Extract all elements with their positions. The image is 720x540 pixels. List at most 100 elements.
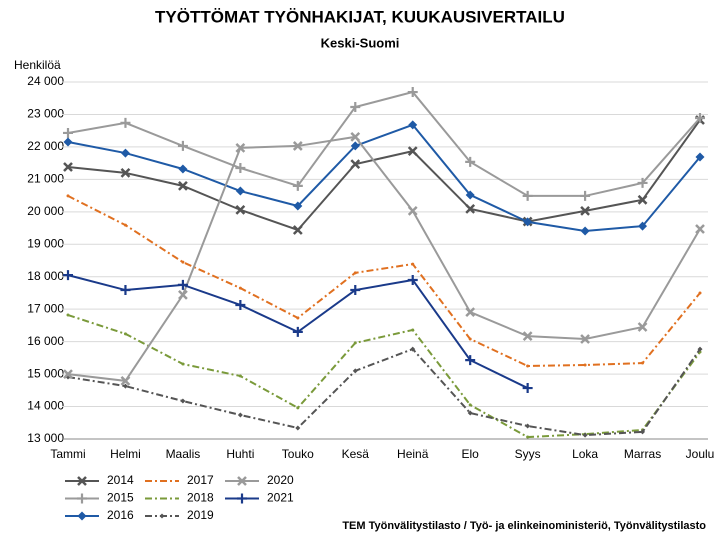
marker bbox=[63, 369, 73, 379]
marker bbox=[582, 432, 588, 438]
series-line bbox=[67, 314, 701, 439]
marker bbox=[637, 177, 648, 188]
marker bbox=[350, 141, 360, 151]
x-tick-label: Huhti bbox=[226, 447, 254, 461]
marker bbox=[695, 152, 705, 162]
series-line bbox=[67, 123, 701, 232]
marker bbox=[177, 279, 188, 290]
marker bbox=[353, 271, 357, 275]
marker bbox=[350, 159, 361, 169]
marker bbox=[237, 412, 243, 418]
legend-item: 2019 bbox=[145, 508, 214, 522]
marker bbox=[238, 374, 242, 378]
marker bbox=[120, 376, 131, 386]
marker bbox=[580, 190, 591, 201]
legend-label: 2014 bbox=[107, 473, 134, 487]
legend-marker bbox=[159, 513, 165, 519]
marker bbox=[580, 334, 590, 344]
marker bbox=[525, 423, 531, 429]
series bbox=[63, 87, 705, 201]
marker bbox=[523, 217, 533, 227]
y-tick-label: 22 000 bbox=[27, 139, 64, 153]
marker bbox=[465, 156, 476, 167]
x-tick-label: Helmi bbox=[110, 447, 141, 461]
marker bbox=[296, 316, 300, 320]
marker bbox=[522, 383, 533, 394]
marker bbox=[235, 299, 246, 310]
series bbox=[63, 270, 533, 394]
series bbox=[63, 120, 705, 236]
marker bbox=[465, 204, 476, 214]
marker bbox=[465, 355, 476, 366]
legend-label: 2021 bbox=[267, 491, 294, 505]
marker bbox=[178, 164, 188, 174]
legend-item: 2021 bbox=[225, 491, 294, 505]
chart-title: TYÖTTÖMAT TYÖNHAKIJAT, KUUKAUSIVERTAILU bbox=[155, 7, 565, 26]
chart-subtitle: Keski-Suomi bbox=[321, 35, 400, 50]
legend-label: 2015 bbox=[107, 491, 134, 505]
series bbox=[66, 313, 702, 439]
marker bbox=[178, 290, 188, 300]
y-axis-label: Henkilöä bbox=[14, 58, 61, 72]
y-tick-label: 24 000 bbox=[27, 74, 64, 88]
y-tick-label: 15 000 bbox=[27, 366, 64, 380]
legend-marker bbox=[77, 493, 87, 504]
legend-label: 2017 bbox=[187, 473, 214, 487]
marker bbox=[640, 429, 646, 435]
legend-label: 2016 bbox=[107, 508, 134, 522]
x-tick-label: Touko bbox=[282, 447, 314, 461]
marker bbox=[350, 131, 361, 142]
marker bbox=[63, 162, 73, 172]
marker bbox=[697, 346, 703, 352]
marker bbox=[295, 425, 301, 431]
marker bbox=[296, 406, 300, 410]
marker bbox=[407, 146, 418, 157]
marker bbox=[120, 148, 130, 158]
marker bbox=[120, 167, 131, 178]
x-tick-label: Tammi bbox=[50, 447, 85, 461]
y-tick-label: 19 000 bbox=[27, 236, 64, 250]
marker bbox=[411, 328, 415, 332]
marker bbox=[181, 362, 185, 366]
marker bbox=[695, 113, 705, 124]
y-tick-label: 14 000 bbox=[27, 399, 64, 413]
x-tick-label: Elo bbox=[462, 447, 480, 461]
y-tick-label: 13 000 bbox=[27, 431, 64, 445]
marker bbox=[235, 204, 246, 215]
x-tick-label: Kesä bbox=[342, 447, 370, 461]
legend-item: 2020 bbox=[225, 473, 294, 487]
marker bbox=[522, 190, 533, 201]
marker bbox=[350, 101, 361, 112]
marker bbox=[178, 180, 188, 191]
marker bbox=[122, 383, 128, 389]
x-tick-label: Marras bbox=[624, 447, 661, 461]
marker bbox=[120, 285, 131, 296]
marker bbox=[123, 332, 127, 336]
marker bbox=[522, 331, 533, 342]
legend-label: 2020 bbox=[267, 473, 294, 487]
legend-item: 2018 bbox=[145, 491, 214, 505]
legend-item: 2017 bbox=[145, 473, 214, 487]
marker bbox=[637, 194, 648, 205]
marker bbox=[407, 87, 418, 98]
legend-marker bbox=[237, 493, 247, 504]
series bbox=[63, 131, 705, 386]
marker bbox=[292, 141, 303, 151]
marker bbox=[353, 341, 357, 345]
marker bbox=[407, 205, 418, 216]
marker bbox=[468, 337, 472, 341]
series bbox=[65, 346, 703, 438]
series-line bbox=[67, 135, 701, 382]
series bbox=[66, 194, 702, 368]
marker bbox=[637, 322, 648, 332]
y-tick-label: 23 000 bbox=[27, 107, 64, 121]
marker bbox=[352, 368, 358, 374]
series-line bbox=[67, 347, 701, 437]
marker bbox=[698, 291, 702, 295]
marker bbox=[695, 224, 705, 234]
x-tick-label: Loka bbox=[572, 447, 598, 461]
x-tick-label: Joulu bbox=[686, 447, 715, 461]
marker bbox=[583, 363, 587, 367]
y-tick-label: 16 000 bbox=[27, 334, 64, 348]
